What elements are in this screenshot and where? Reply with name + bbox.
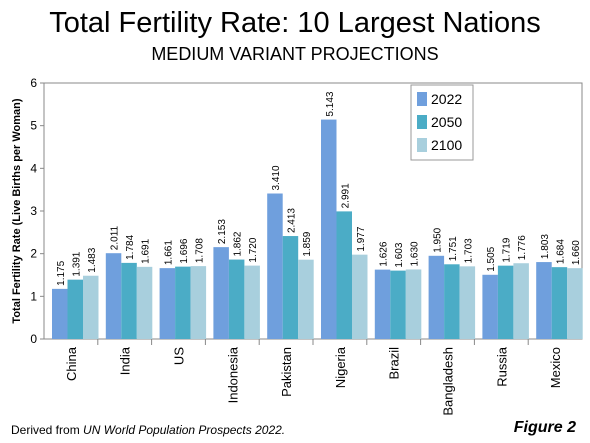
data-label: 2.011 xyxy=(110,225,121,250)
bar-2022 xyxy=(536,262,552,339)
data-label: 1.703 xyxy=(463,238,474,263)
y-tick-label: 2 xyxy=(30,247,37,261)
data-label: 1.684 xyxy=(555,239,566,264)
bar-2022 xyxy=(482,274,498,339)
data-label: 3.410 xyxy=(271,165,282,190)
data-label: 1.859 xyxy=(302,231,313,256)
data-label: 1.803 xyxy=(540,234,551,259)
bar-2022 xyxy=(374,269,391,339)
y-tick-label: 6 xyxy=(30,76,37,90)
category-label: US xyxy=(172,347,187,365)
legend-swatch xyxy=(417,92,427,106)
legend-swatch xyxy=(417,115,427,129)
source-note: Derived from UN World Population Prospec… xyxy=(11,423,285,437)
data-label: 2.153 xyxy=(217,219,228,244)
source-prefix: Derived from xyxy=(11,423,84,437)
data-label: 1.691 xyxy=(141,238,152,263)
chart-subtitle: MEDIUM VARIANT PROJECTIONS xyxy=(151,44,439,64)
y-tick-label: 5 xyxy=(30,119,37,133)
data-labels: 1.175 1.391 1.483 2.011 1.784 1.691 1.661 1.696… xyxy=(56,91,582,286)
category-label: Mexico xyxy=(548,347,563,388)
data-label: 1.483 xyxy=(87,247,98,272)
bar-2050 xyxy=(444,264,460,339)
bar-2050 xyxy=(228,259,245,339)
data-label: 1.391 xyxy=(71,251,82,276)
data-label: 2.991 xyxy=(340,183,351,208)
bar-2050 xyxy=(336,211,352,339)
y-axis-title: Total Fertility Rate (Live Births per Wo… xyxy=(11,98,23,323)
data-label: 1.661 xyxy=(163,240,174,265)
category-label: India xyxy=(118,346,133,375)
category-label: Bangladesh xyxy=(441,347,456,416)
y-tick-label: 1 xyxy=(30,289,37,303)
data-label: 5.143 xyxy=(325,91,336,116)
data-label: 1.784 xyxy=(125,234,136,259)
chart-title: Total Fertility Rate: 10 Largest Nations xyxy=(49,7,541,39)
bar-2100 xyxy=(298,259,314,339)
data-label: 1.950 xyxy=(432,227,443,252)
bar-2050 xyxy=(282,236,299,339)
bar-2100 xyxy=(405,269,422,339)
bar-2100 xyxy=(459,266,476,339)
legend-swatch xyxy=(417,138,427,152)
category-label: China xyxy=(64,346,79,381)
y-tick-label: 3 xyxy=(30,204,37,218)
data-label: 1.708 xyxy=(194,238,205,263)
bar-2050 xyxy=(121,262,137,339)
category-label: Russia xyxy=(494,346,509,387)
bar-2022 xyxy=(321,119,337,339)
bar-2050 xyxy=(175,266,191,339)
data-label: 1.696 xyxy=(179,238,190,263)
bar-2022 xyxy=(105,253,122,339)
bar-2022 xyxy=(52,288,68,339)
legend-label: 2050 xyxy=(431,114,462,130)
category-label: Indonesia xyxy=(225,346,240,403)
figure-label: Figure 2 xyxy=(513,419,576,436)
legend: 2022 2050 2100 xyxy=(410,84,474,161)
data-label: 1.626 xyxy=(379,241,390,266)
bar-2050 xyxy=(67,279,83,339)
data-label: 1.720 xyxy=(248,237,259,262)
data-label: 1.603 xyxy=(394,242,405,267)
bar-2100 xyxy=(352,254,368,339)
bar-2022 xyxy=(267,193,283,339)
bar-2100 xyxy=(567,268,583,339)
y-tick-label: 4 xyxy=(30,161,37,175)
data-label: 1.776 xyxy=(517,235,528,260)
data-label: 1.630 xyxy=(410,241,421,266)
legend-label: 2022 xyxy=(431,91,462,107)
category-label: Nigeria xyxy=(333,346,348,388)
bar-2100 xyxy=(83,275,99,339)
data-label: 2.413 xyxy=(286,208,297,233)
data-label: 1.977 xyxy=(356,226,367,251)
bar-2022 xyxy=(213,247,229,339)
bar-2100 xyxy=(244,265,260,339)
y-tick-label: 0 xyxy=(30,332,37,346)
category-label: Brazil xyxy=(387,347,402,380)
data-label: 1.505 xyxy=(486,246,497,271)
data-label: 1.660 xyxy=(571,240,582,265)
bar-2050 xyxy=(390,270,406,339)
bar-2050 xyxy=(497,265,514,339)
bar-2022 xyxy=(428,255,445,339)
category-label: Pakistan xyxy=(279,347,294,397)
data-label: 1.719 xyxy=(502,237,513,262)
bar-2100 xyxy=(136,266,153,339)
bar-2050 xyxy=(551,267,568,339)
bar-2100 xyxy=(513,263,529,339)
bar-2022 xyxy=(159,268,176,339)
bar-2100 xyxy=(190,266,207,339)
data-label: 1.751 xyxy=(448,236,459,261)
data-label: 1.175 xyxy=(56,260,67,285)
legend-label: 2100 xyxy=(431,137,462,153)
source-title: UN World Population Prospects 2022. xyxy=(83,423,286,437)
data-label: 1.862 xyxy=(233,231,244,256)
axes: 0 1 2 3 4 5 6 Total Fertility Rate (Live Births… xyxy=(11,76,583,416)
bars xyxy=(52,119,583,339)
